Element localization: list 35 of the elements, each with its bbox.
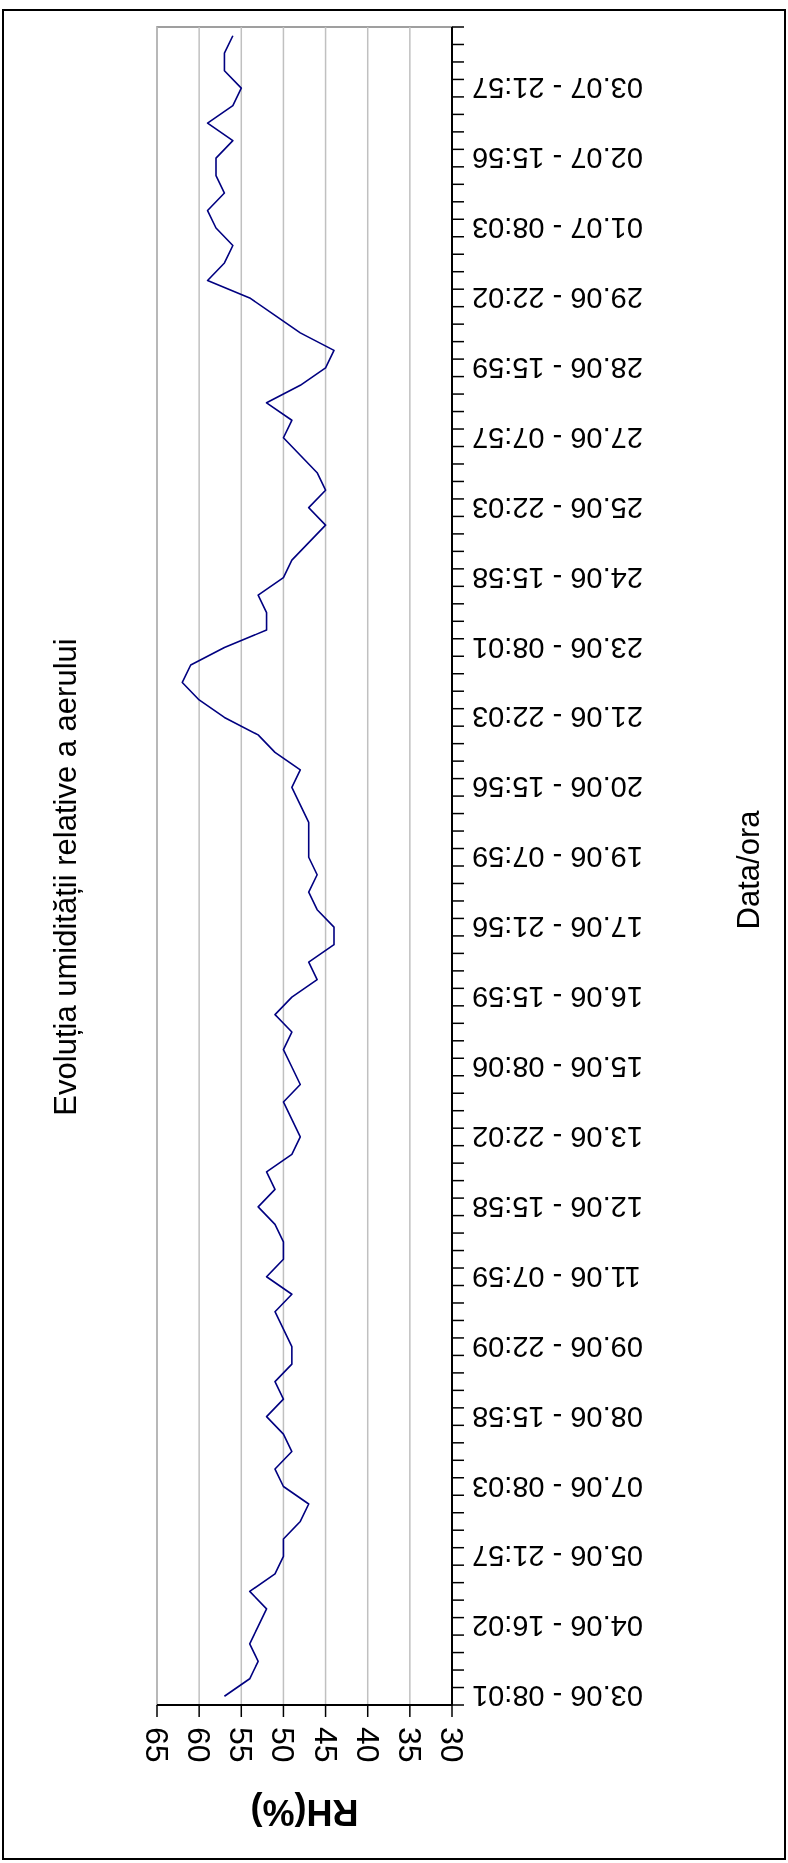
- y-tick-label: 19.06 - 07:59: [472, 841, 643, 874]
- x-tick-label: 40: [349, 1727, 386, 1763]
- y-axis-title: Data/ora: [730, 809, 766, 930]
- y-tick-label: 05.06 - 21:57: [472, 1540, 643, 1573]
- y-tick-label: 24.06 - 15:58: [472, 561, 643, 594]
- y-tick-label: 21.06 - 22:03: [472, 701, 643, 734]
- x-tick-label: 30: [434, 1727, 470, 1763]
- y-tick-label: 15.06 - 08:06: [472, 1051, 643, 1084]
- y-tick-label: 23.06 - 08:01: [472, 631, 643, 664]
- x-tick-label: 65: [139, 1727, 175, 1763]
- y-tick-label: 16.06 - 15:59: [472, 981, 643, 1014]
- y-tick-label: 13.06 - 22:02: [472, 1120, 643, 1153]
- x-tick-label: 35: [391, 1727, 428, 1763]
- x-tick-label: 50: [265, 1727, 302, 1763]
- y-tick-label: 12.06 - 15:58: [472, 1190, 643, 1223]
- y-tick-label: 09.06 - 22:09: [472, 1330, 643, 1363]
- y-tick-label: 01.07 - 08:03: [472, 212, 643, 245]
- y-tick-label: 17.06 - 21:56: [472, 911, 643, 944]
- y-tick-label: 08.06 - 15:58: [472, 1400, 643, 1433]
- y-tick-label: 29.06 - 22:02: [472, 281, 643, 314]
- x-axis-title: RH(%): [250, 1791, 359, 1833]
- y-tick-label: 20.06 - 15:56: [472, 771, 643, 804]
- y-tick-label: 11.06 - 07:59: [472, 1260, 641, 1293]
- text: Evoluția umidității relative a aerului: [47, 638, 83, 1116]
- y-tick-label: 07.06 - 08:03: [472, 1470, 643, 1503]
- y-tick-label: 04.06 - 16:02: [472, 1610, 643, 1643]
- y-tick-label: 03.07 - 21:57: [472, 72, 643, 105]
- y-tick-label: 25.06 - 22:03: [472, 491, 643, 524]
- x-tick-label: 60: [181, 1727, 218, 1763]
- x-tick-label: 45: [307, 1727, 344, 1763]
- x-tick-label: 55: [223, 1727, 260, 1763]
- y-tick-label: 28.06 - 15:59: [472, 351, 643, 384]
- y-tick-label: 02.07 - 15:56: [472, 142, 643, 175]
- y-tick-label: 27.06 - 07:57: [472, 421, 643, 454]
- y-tick-label: 03.06 - 08:01: [472, 1680, 643, 1713]
